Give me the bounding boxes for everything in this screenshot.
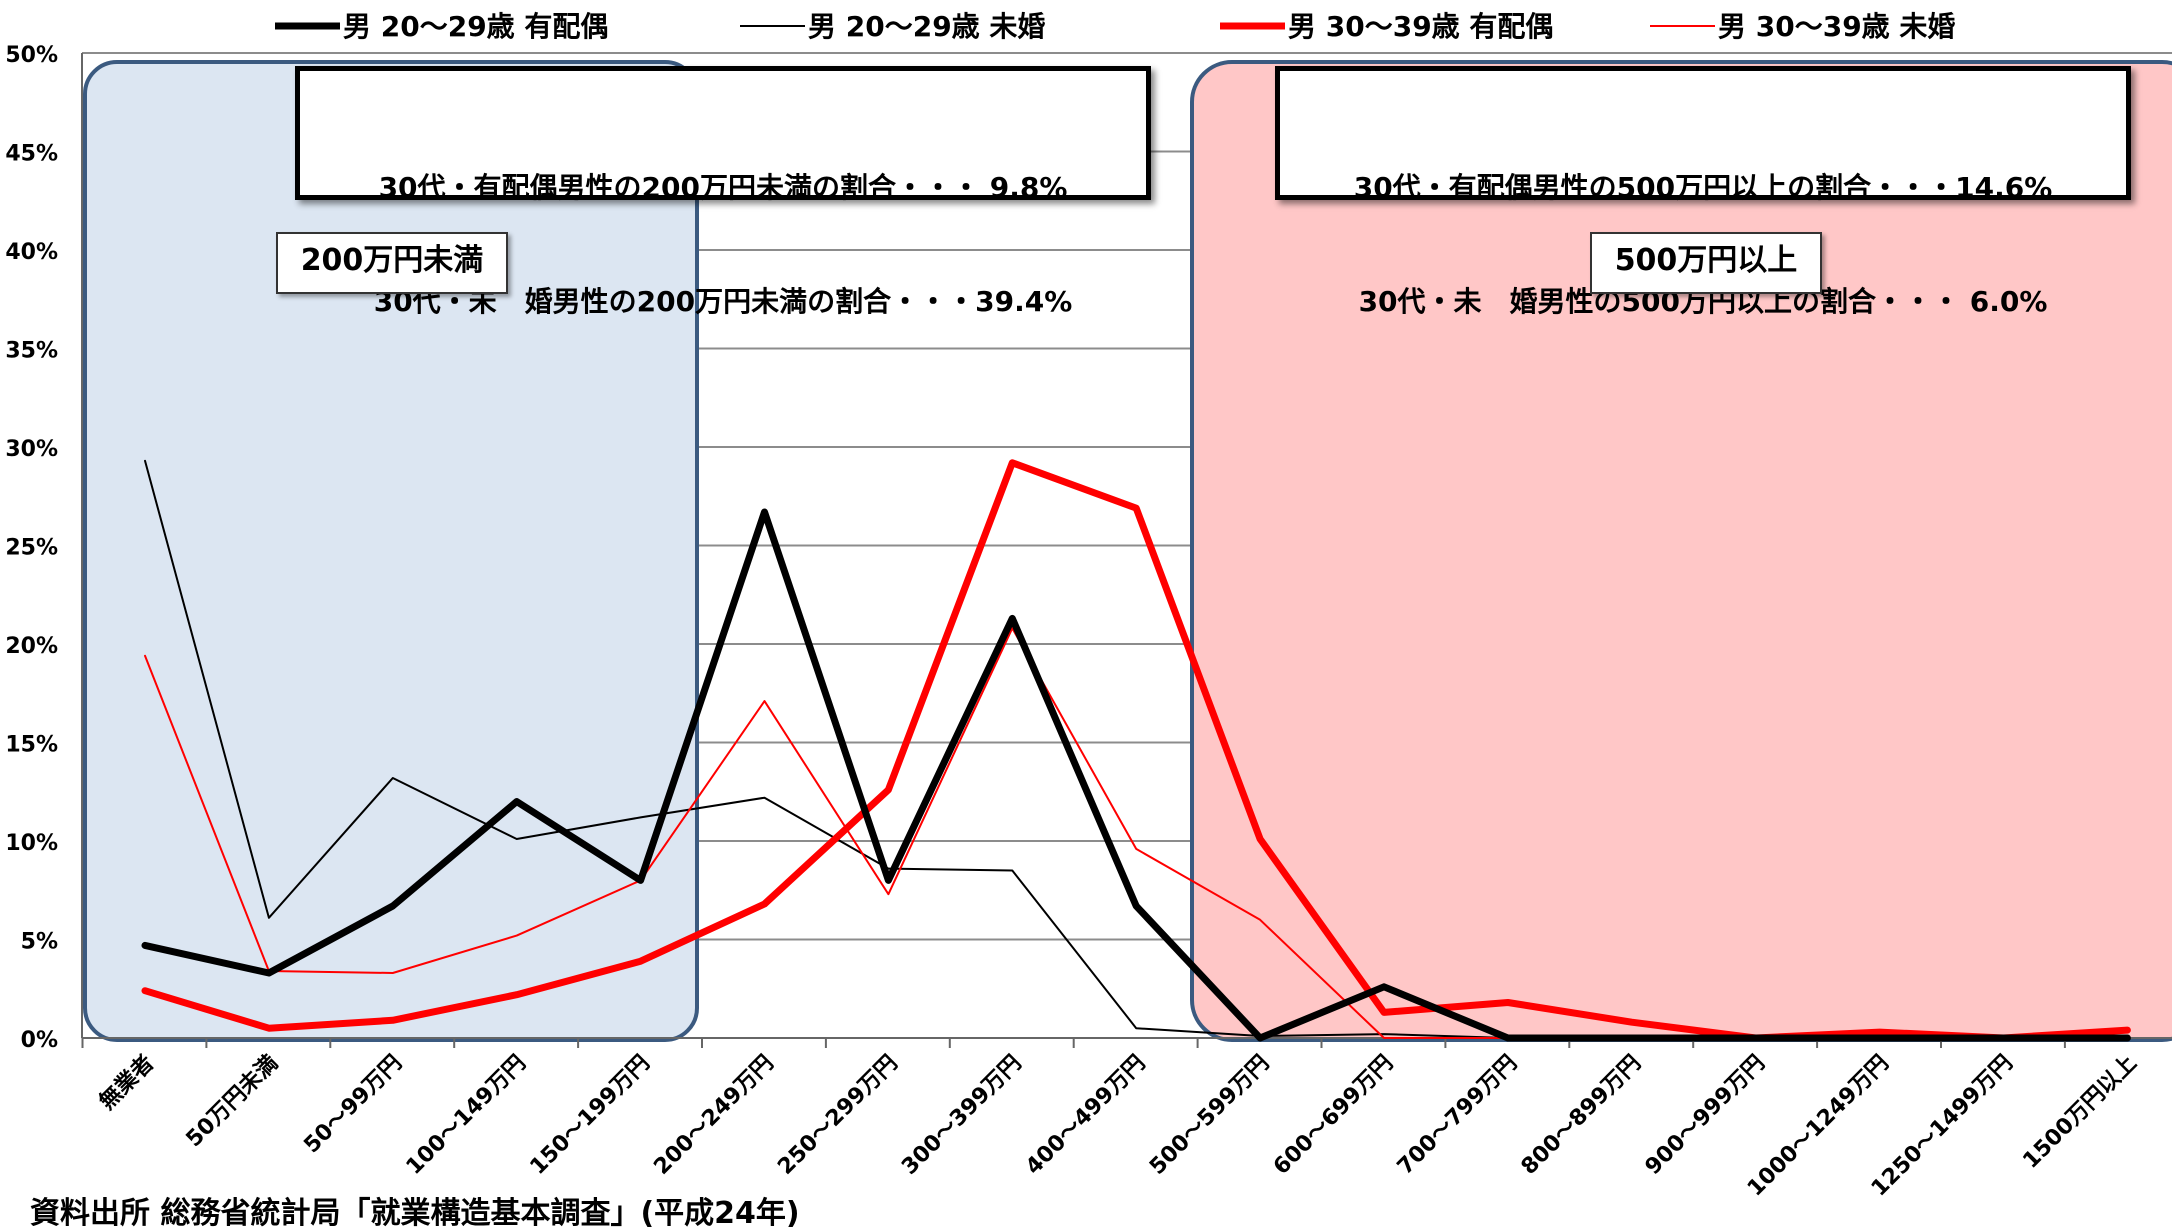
callout-under-200-line-1: 30代・有配偶男性の200万円未満の割合・・・ 9.8% <box>378 171 1068 204</box>
y-tick-label: 10% <box>5 831 58 856</box>
source-note: 資料出所 総務省統計局「就業構造基本調査」(平成24年) <box>30 1196 800 1231</box>
x-tick-label: 無業者 <box>94 1050 159 1115</box>
x-tick-label: 100～149万円 <box>402 1051 531 1180</box>
region-under-200 <box>83 60 699 1042</box>
legend-label: 男 20～29歳 未婚 <box>808 10 1045 43</box>
x-tick-label: 50万円未満 <box>181 1050 283 1152</box>
x-tick-label: 500～599万円 <box>1145 1051 1274 1180</box>
x-tick-label: 600～699万円 <box>1269 1051 1398 1180</box>
y-tick-label: 30% <box>5 437 58 462</box>
callout-over-500: 30代・有配偶男性の500万円以上の割合・・・14.6% 30代・未 婚男性の5… <box>1275 66 2131 318</box>
y-tick-label: 20% <box>5 634 58 659</box>
series-line-1 <box>141 508 2131 1042</box>
tag-over-500: 500万円以上 <box>1590 232 1822 294</box>
y-tick-label: 45% <box>5 142 58 167</box>
x-tick-label: 800～899万円 <box>1517 1051 1646 1180</box>
callout-over-500-line-2: 30代・未 婚男性の500万円以上の割合・・・ 6.0% <box>1358 285 2048 318</box>
x-tick-label: 150～199万円 <box>526 1051 655 1180</box>
callout-over-500-line-1: 30代・有配偶男性の500万円以上の割合・・・14.6% <box>1353 171 2053 204</box>
x-tick-label: 700～799万円 <box>1393 1051 1522 1180</box>
legend-label: 男 30～39歳 有配偶 <box>1288 10 1553 43</box>
x-tick-label: 1250～1499万円 <box>1867 1051 2018 1202</box>
x-tick-label: 50～99万円 <box>299 1051 407 1159</box>
x-tick-label: 200～249万円 <box>649 1051 778 1180</box>
x-tick-label: 300～399万円 <box>897 1051 1026 1180</box>
legend-label: 男 20～29歳 有配偶 <box>343 10 608 43</box>
legend-label: 男 30～39歳 未婚 <box>1718 10 1955 43</box>
x-tick-label: 250～299万円 <box>773 1051 902 1180</box>
tag-under-200: 200万円未満 <box>276 232 508 294</box>
x-tick-label: 900～999万円 <box>1641 1051 1770 1180</box>
y-tick-label: 0% <box>21 1028 58 1053</box>
y-tick-label: 35% <box>5 339 58 364</box>
x-tick-label: 1500万円以上 <box>2018 1051 2141 1174</box>
chart-svg: 0% 5% 10% 15% 20% 25% 30% 35% 40% 45% 50% 無業者 50万円未満… <box>5 10 2172 1202</box>
y-tick-label: 50% <box>5 43 58 68</box>
y-tick-label: 40% <box>5 240 58 265</box>
chart: 0% 5% 10% 15% 20% 25% 30% 35% 40% 45% 50% 無業者 50万円未満… <box>5 10 2172 1231</box>
x-tick-label: 400～499万円 <box>1021 1051 1150 1180</box>
y-tick-label: 15% <box>5 733 58 758</box>
y-tick-label: 25% <box>5 536 58 561</box>
callout-under-200: 30代・有配偶男性の200万円未満の割合・・・ 9.8% 30代・未 婚男性の2… <box>295 66 1151 318</box>
y-tick-label: 5% <box>21 930 58 955</box>
